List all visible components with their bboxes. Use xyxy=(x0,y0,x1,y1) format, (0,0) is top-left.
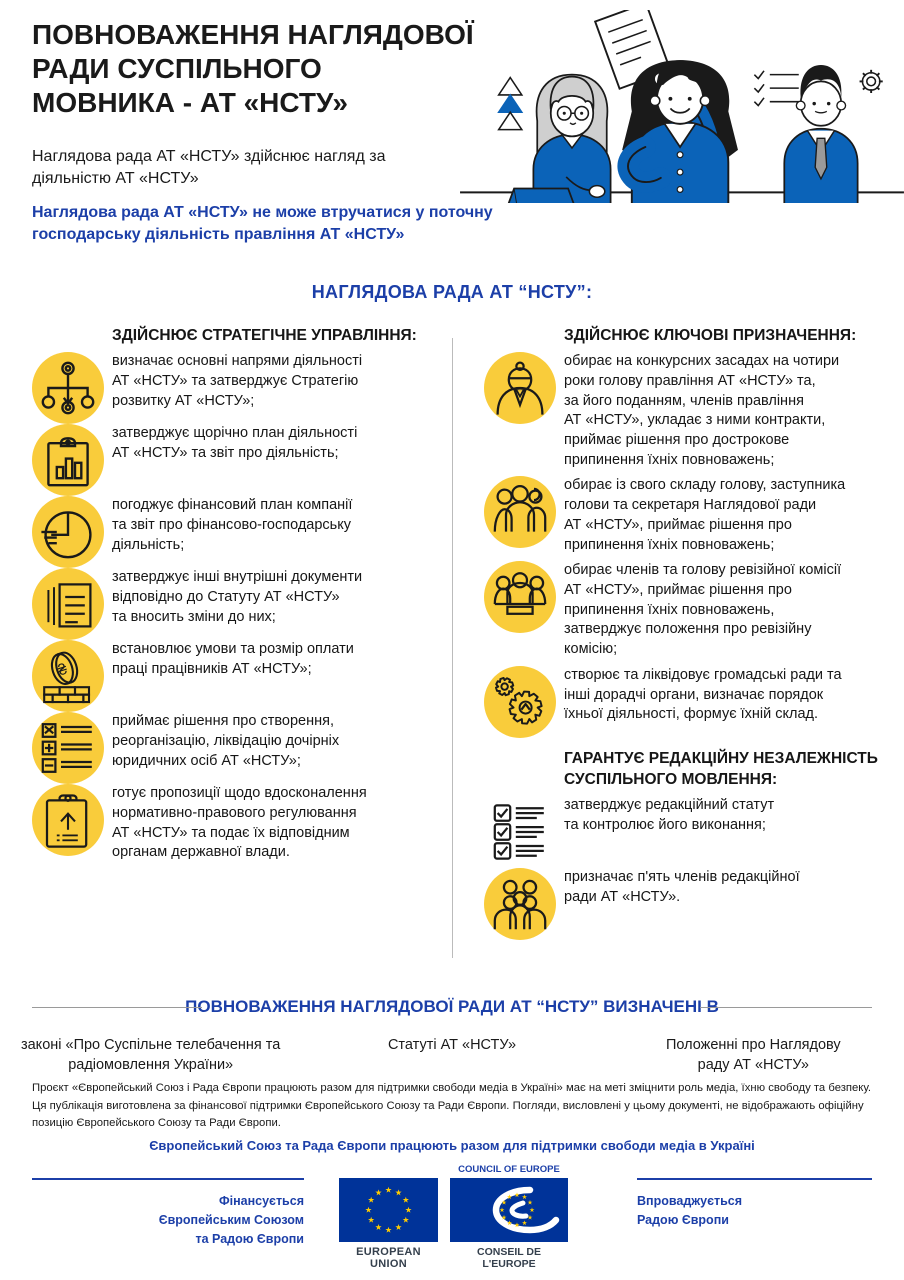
svg-text:₴: ₴ xyxy=(56,661,70,680)
